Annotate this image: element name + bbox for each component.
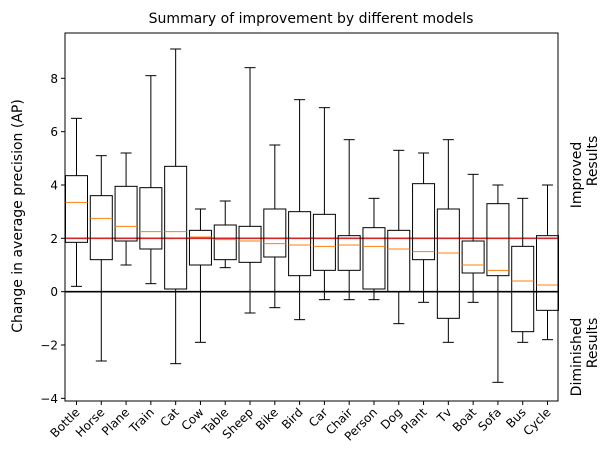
y-tick-label: 8 — [50, 72, 58, 86]
y-tick-label: −2 — [40, 339, 58, 353]
box-bottle — [65, 117, 88, 287]
box-rect — [139, 187, 163, 250]
side-label-line: Improved — [569, 142, 585, 208]
x-tick-label: Bird — [279, 405, 306, 432]
side-label-line: Diminished — [569, 318, 585, 397]
box-person — [362, 197, 386, 301]
side-label-text: ImprovedResults — [569, 136, 601, 209]
box-rect — [436, 208, 460, 319]
y-axis-ticks: −4 −2 0 2 4 6 8 — [40, 72, 65, 406]
y-axis-label: Change in average precision (AP) — [10, 99, 26, 333]
box-cow — [188, 208, 212, 343]
improved-results-label: ImprovedResults — [569, 136, 601, 209]
side-label-line: Results — [585, 318, 601, 369]
box-rect — [486, 203, 510, 277]
x-tick-label: Cycle — [521, 405, 554, 438]
box-rect — [213, 224, 237, 261]
box-rect — [288, 211, 312, 277]
box-bus — [511, 197, 535, 343]
box-bike — [263, 144, 287, 309]
box-sheep — [238, 67, 262, 314]
box-tv — [436, 139, 460, 343]
box-rect — [337, 235, 361, 271]
box-horse — [89, 155, 113, 362]
box-rect — [387, 229, 411, 293]
x-tick-label: Train — [126, 405, 157, 436]
chart-title: Summary of improvement by different mode… — [149, 11, 474, 27]
box-train — [139, 75, 163, 285]
x-tick-label: Plant — [398, 405, 429, 436]
side-label-text: DiminishedResults — [569, 318, 601, 397]
y-tick-label: 0 — [50, 285, 58, 299]
box-dog — [387, 149, 411, 325]
y-tick-label: −4 — [40, 392, 58, 406]
box-rect — [412, 183, 436, 261]
y-tick-label: 2 — [50, 232, 58, 246]
y-tick-label: 4 — [50, 179, 58, 193]
box-rect — [511, 245, 535, 333]
x-tick-label: Sofa — [475, 405, 504, 434]
box-rect — [362, 227, 386, 290]
x-tick-label: Horse — [73, 405, 108, 440]
box-bird — [288, 99, 312, 321]
diminished-results-label: DiminishedResults — [569, 318, 601, 397]
box-rect — [312, 213, 336, 271]
x-tick-label: Plane — [99, 405, 132, 438]
side-label-line: Results — [585, 136, 601, 187]
box-boat — [461, 173, 485, 303]
box-car — [312, 107, 336, 301]
box-cat — [164, 48, 188, 365]
box-plane — [114, 152, 138, 266]
box-rect — [188, 229, 212, 266]
reference-lines — [65, 237, 558, 293]
box-rect — [536, 235, 559, 311]
box-cycle — [536, 184, 559, 341]
box-rect — [238, 225, 262, 263]
plot-frame — [64, 32, 559, 402]
box-rect — [89, 195, 113, 261]
box-rect — [164, 165, 188, 290]
box-rect — [461, 240, 485, 274]
box-rect — [263, 208, 287, 258]
y-tick-label: 6 — [50, 125, 58, 139]
box-rect — [114, 185, 138, 242]
box-plant — [412, 152, 436, 303]
box-table — [213, 200, 237, 269]
box-series — [65, 48, 559, 383]
box-rect — [65, 175, 88, 243]
x-tick-label: Bike — [253, 405, 281, 433]
x-tick-label: Boat — [450, 405, 480, 435]
box-chair — [337, 139, 361, 301]
x-tick-label: Cat — [157, 405, 182, 430]
box-sofa — [486, 184, 510, 383]
